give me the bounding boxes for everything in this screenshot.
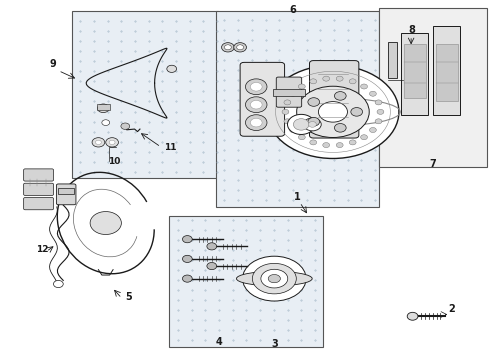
Text: 3: 3 [272, 339, 279, 349]
Circle shape [182, 255, 192, 262]
Ellipse shape [237, 271, 312, 286]
Circle shape [369, 127, 376, 132]
FancyBboxPatch shape [240, 62, 285, 136]
Circle shape [310, 79, 317, 84]
Circle shape [323, 76, 330, 81]
Ellipse shape [243, 256, 306, 301]
Circle shape [106, 138, 119, 147]
Circle shape [182, 235, 192, 243]
Circle shape [102, 120, 110, 126]
Text: 8: 8 [409, 25, 416, 35]
Bar [72, 12, 218, 178]
Ellipse shape [261, 269, 288, 288]
Circle shape [245, 97, 267, 113]
Ellipse shape [296, 86, 369, 138]
Circle shape [90, 212, 122, 234]
Circle shape [224, 45, 231, 50]
Circle shape [309, 122, 317, 127]
Circle shape [375, 100, 382, 105]
Circle shape [351, 108, 363, 116]
Circle shape [290, 91, 296, 96]
Circle shape [282, 109, 289, 114]
Text: 6: 6 [289, 5, 296, 15]
Circle shape [298, 84, 305, 89]
Circle shape [182, 275, 192, 282]
Circle shape [284, 119, 291, 124]
Circle shape [207, 243, 217, 250]
Circle shape [109, 140, 115, 144]
Circle shape [234, 42, 246, 52]
Text: 4: 4 [216, 337, 222, 347]
Circle shape [237, 45, 244, 50]
Circle shape [245, 115, 267, 131]
Circle shape [361, 135, 368, 140]
Ellipse shape [268, 274, 280, 283]
Circle shape [349, 79, 356, 84]
Bar [58, 188, 74, 194]
Ellipse shape [318, 102, 347, 122]
Circle shape [250, 118, 262, 127]
Ellipse shape [267, 65, 399, 158]
Circle shape [121, 123, 130, 130]
Circle shape [407, 312, 418, 320]
Circle shape [334, 123, 346, 132]
Circle shape [245, 79, 267, 95]
Bar [273, 89, 305, 96]
Text: 9: 9 [49, 59, 56, 69]
Text: 5: 5 [125, 292, 132, 302]
Circle shape [207, 262, 217, 270]
Circle shape [98, 104, 109, 113]
Text: 12: 12 [36, 245, 49, 254]
FancyBboxPatch shape [310, 60, 359, 138]
Circle shape [336, 76, 343, 81]
Text: 2: 2 [448, 304, 455, 314]
Bar [379, 8, 487, 167]
Text: 7: 7 [430, 159, 437, 170]
Bar [388, 42, 397, 78]
Bar [433, 26, 460, 116]
Circle shape [334, 91, 346, 100]
Circle shape [294, 119, 309, 130]
Circle shape [369, 91, 376, 96]
Circle shape [167, 65, 176, 72]
Circle shape [377, 109, 384, 114]
Bar [169, 216, 323, 347]
Circle shape [221, 42, 234, 52]
FancyBboxPatch shape [276, 77, 302, 107]
Bar [404, 44, 426, 98]
Circle shape [290, 127, 296, 132]
Bar [436, 44, 458, 101]
Circle shape [308, 98, 319, 106]
Circle shape [92, 138, 105, 147]
FancyBboxPatch shape [24, 198, 53, 210]
Circle shape [336, 143, 343, 148]
FancyBboxPatch shape [24, 183, 53, 195]
Circle shape [96, 140, 101, 144]
Circle shape [53, 280, 63, 288]
Bar [216, 12, 379, 207]
Circle shape [361, 84, 368, 89]
Bar [98, 104, 110, 110]
Text: 11: 11 [164, 143, 177, 152]
Circle shape [298, 135, 305, 140]
FancyBboxPatch shape [56, 184, 76, 205]
Bar [401, 33, 428, 116]
FancyBboxPatch shape [24, 169, 53, 181]
Circle shape [304, 118, 321, 131]
Circle shape [323, 143, 330, 148]
Circle shape [375, 119, 382, 124]
Circle shape [310, 140, 317, 145]
Circle shape [308, 117, 319, 126]
Ellipse shape [252, 264, 296, 294]
Circle shape [250, 100, 262, 109]
Circle shape [250, 82, 262, 91]
Circle shape [284, 100, 291, 105]
Text: 10: 10 [108, 157, 121, 166]
Circle shape [288, 114, 315, 134]
Text: 1: 1 [294, 192, 300, 202]
Circle shape [349, 140, 356, 145]
